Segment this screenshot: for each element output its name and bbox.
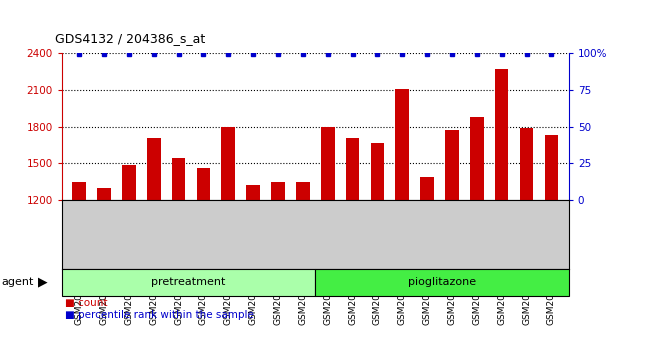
- Bar: [271, 182, 285, 200]
- Bar: [72, 182, 86, 200]
- Bar: [246, 185, 260, 200]
- Text: pretreatment: pretreatment: [151, 277, 226, 287]
- Bar: [147, 138, 161, 200]
- Text: ■ count: ■ count: [65, 298, 107, 308]
- Bar: [346, 138, 359, 200]
- Bar: [495, 69, 508, 200]
- Text: agent: agent: [1, 277, 34, 287]
- Bar: [196, 167, 210, 200]
- Bar: [545, 135, 558, 200]
- Bar: [321, 127, 335, 200]
- Text: ■ percentile rank within the sample: ■ percentile rank within the sample: [65, 310, 254, 320]
- Bar: [445, 130, 459, 200]
- Text: GDS4132 / 204386_s_at: GDS4132 / 204386_s_at: [55, 32, 205, 45]
- Bar: [315, 269, 569, 296]
- Bar: [370, 143, 384, 200]
- Bar: [172, 158, 185, 200]
- Text: ▶: ▶: [38, 276, 47, 289]
- Bar: [296, 182, 309, 200]
- Bar: [222, 127, 235, 200]
- Text: pioglitazone: pioglitazone: [408, 277, 476, 287]
- Bar: [395, 89, 409, 200]
- Bar: [421, 177, 434, 200]
- Bar: [97, 188, 111, 200]
- Bar: [519, 128, 534, 200]
- Bar: [62, 269, 315, 296]
- Bar: [470, 117, 484, 200]
- Bar: [122, 165, 136, 200]
